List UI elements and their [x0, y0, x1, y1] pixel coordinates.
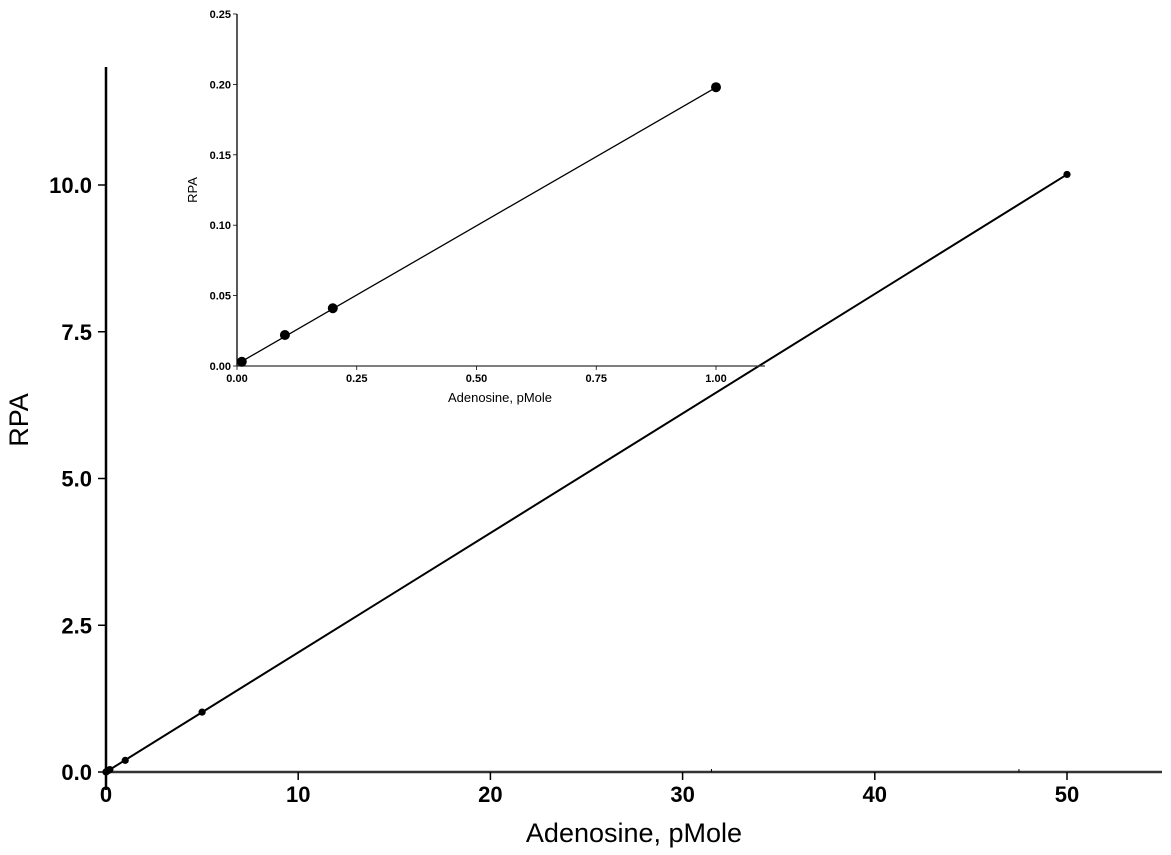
data-point [236, 356, 247, 367]
x-tick-label: 0 [100, 782, 112, 807]
x-tick-label: 20 [478, 782, 502, 807]
y-tick-label: 0.15 [210, 150, 231, 162]
y-tick-label: 0.0 [61, 760, 92, 785]
x-tick-label: 0.50 [466, 373, 487, 385]
y-tick-label: 0.20 [210, 79, 231, 91]
y-tick-label: 0.00 [210, 361, 231, 373]
x-tick-label: 50 [1055, 782, 1079, 807]
data-point [327, 303, 338, 314]
data-point [711, 82, 721, 93]
regression-line [236, 86, 717, 365]
data-point [198, 708, 206, 716]
x-tick-label: 0.25 [346, 373, 367, 385]
y-tick-label: 0.05 [210, 291, 231, 303]
data-point [121, 756, 129, 764]
x-tick-label: 10 [286, 782, 310, 807]
inset-plot: 0.00 0.25 0.50 0.75 1.00 0.00 0.05 0.10 0.15 0.20… [185, 9, 765, 405]
y-tick-label: 0.25 [210, 9, 231, 21]
x-tick-label: 30 [670, 782, 694, 807]
main-plot: 0 10 20 30 40 50 0.0 2.5 5.0 7.5 10.0 Adenosine, pM… [4, 67, 1162, 848]
x-tick-label: 1.00 [705, 373, 726, 385]
data-point [1063, 170, 1071, 179]
y-axis-title: RPA [185, 177, 200, 203]
x-tick-label: 0.00 [226, 373, 247, 385]
y-axis-title: RPA [4, 393, 34, 447]
x-axis-title: Adenosine, pMole [526, 818, 742, 848]
y-tick-label: 10.0 [49, 173, 92, 198]
y-tick-label: 7.5 [61, 320, 92, 345]
y-tick-label: 2.5 [61, 613, 92, 638]
data-point [106, 765, 114, 774]
x-tick-label: 0.75 [586, 373, 607, 385]
data-point [279, 330, 290, 341]
regression-line [105, 173, 1068, 773]
x-axis-title: Adenosine, pMole [448, 390, 552, 405]
y-tick-label: 5.0 [61, 467, 92, 492]
x-tick-label: 40 [863, 782, 887, 807]
y-tick-label: 0.10 [210, 220, 231, 232]
